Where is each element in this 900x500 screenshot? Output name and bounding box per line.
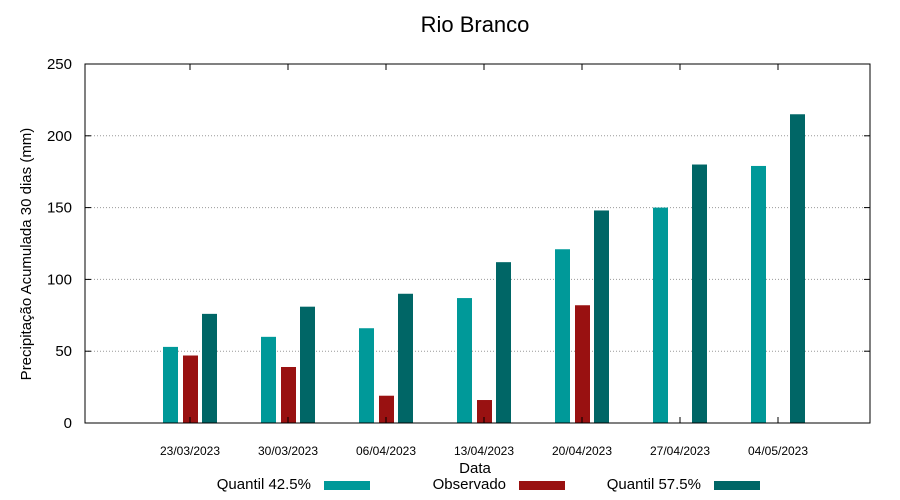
x-tick-label: 23/03/2023 <box>160 444 220 458</box>
legend-label: Quantil 57.5% <box>607 476 701 493</box>
bar-quantil-42-5 <box>261 336 276 423</box>
bar-observado <box>281 366 296 423</box>
x-axis-label: Data <box>459 460 491 477</box>
legend-label: Observado <box>433 476 506 493</box>
bars <box>163 114 805 423</box>
y-tick-label: 50 <box>55 343 72 360</box>
bar-quantil-42-5 <box>163 346 178 423</box>
legend-swatch <box>519 481 565 490</box>
bar-quantil-57-5 <box>692 164 707 423</box>
bar-quantil-57-5 <box>496 262 511 423</box>
bar-quantil-57-5 <box>790 114 805 423</box>
legend-swatch <box>324 481 370 490</box>
legend-label: Quantil 42.5% <box>217 476 311 493</box>
bar-quantil-57-5 <box>398 293 413 423</box>
bar-quantil-42-5 <box>457 298 472 423</box>
x-tick-label: 04/05/2023 <box>748 444 808 458</box>
x-tick-label: 30/03/2023 <box>258 444 318 458</box>
grid-lines <box>85 135 870 352</box>
bar-quantil-42-5 <box>555 249 570 423</box>
x-tick-label: 27/04/2023 <box>650 444 710 458</box>
y-tick-label: 100 <box>47 271 72 288</box>
y-tick-label: 150 <box>47 200 72 217</box>
plot-frame <box>84 63 871 424</box>
legend-swatch <box>714 481 760 490</box>
y-tick-label: 250 <box>47 56 72 73</box>
bar-quantil-42-5 <box>359 328 374 423</box>
bar-quantil-57-5 <box>202 313 217 423</box>
x-axis: 23/03/2023 30/03/2023 06/04/2023 13/04/2023… <box>160 64 808 458</box>
bar-observado <box>477 400 492 423</box>
bar-quantil-57-5 <box>594 210 609 423</box>
y-tick-label: 200 <box>47 128 72 145</box>
bar-observado <box>183 355 198 423</box>
legend: Quantil 42.5% Observado Quantil 57.5% <box>217 476 760 493</box>
y-tick-label: 0 <box>64 415 72 432</box>
bar-observado <box>379 395 394 423</box>
bar-quantil-42-5 <box>653 207 668 423</box>
bar-quantil-42-5 <box>751 165 766 423</box>
x-tick-label: 20/04/2023 <box>552 444 612 458</box>
bar-quantil-57-5 <box>300 306 315 423</box>
x-tick-label: 13/04/2023 <box>454 444 514 458</box>
x-tick-label: 06/04/2023 <box>356 444 416 458</box>
bar-observado <box>575 305 590 423</box>
y-axis: 0 50 100 150 200 250 <box>47 56 870 432</box>
chart-title: Rio Branco <box>421 12 530 37</box>
y-axis-label: Precipitação Acumulada 30 dias (mm) <box>18 128 35 381</box>
